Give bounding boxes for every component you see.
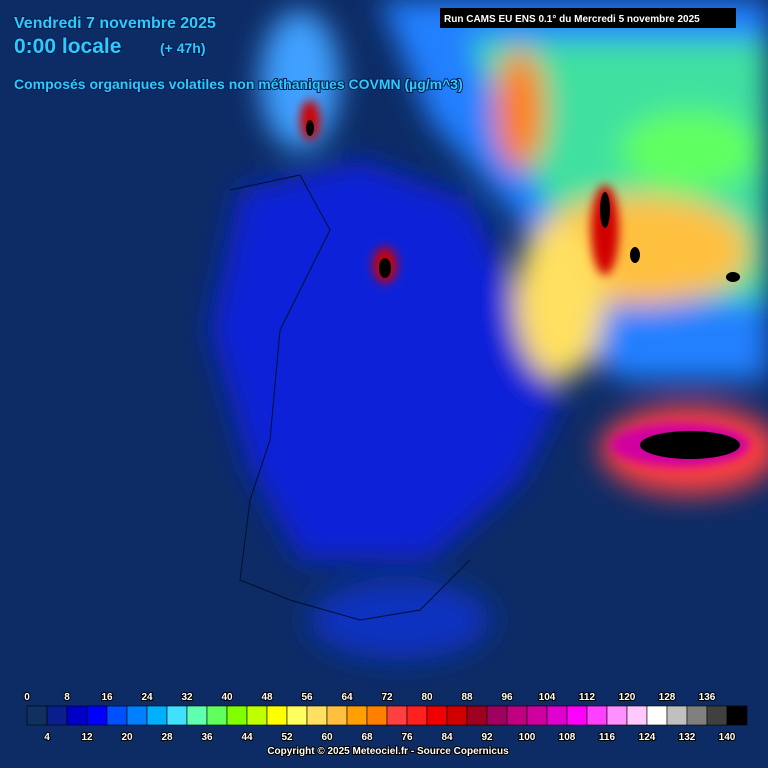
colorbar-label: 120 <box>619 692 636 703</box>
run-box <box>440 8 736 28</box>
colorbar-swatch <box>246 705 268 726</box>
colorbar-swatch <box>366 705 388 726</box>
colorbar-swatch <box>226 705 248 726</box>
colorbar-swatch <box>306 705 328 726</box>
colorbar-swatch <box>406 705 428 726</box>
colorbar-label: 132 <box>679 732 696 743</box>
colorbar-label: 24 <box>141 692 153 703</box>
colorbar-label: 12 <box>81 732 93 743</box>
colorbar-swatch <box>26 705 48 726</box>
colorbar-label: 104 <box>539 692 556 703</box>
colorbar-swatch <box>186 705 208 726</box>
colorbar-swatch <box>526 705 548 726</box>
colorbar-swatch <box>726 705 748 726</box>
colorbar-swatch <box>706 705 728 726</box>
colorbar-swatch <box>606 705 628 726</box>
colorbar-swatch <box>326 705 348 726</box>
colorbar-label: 128 <box>659 692 676 703</box>
valid-date: Vendredi 7 novembre 2025 <box>14 15 216 32</box>
colorbar-swatch <box>506 705 528 726</box>
colorbar-swatch <box>206 705 228 726</box>
colorbar-swatch <box>146 705 168 726</box>
colorbar-swatch <box>266 705 288 726</box>
colorbar-label: 108 <box>559 732 576 743</box>
colorbar-label: 84 <box>441 732 453 743</box>
colorbar-swatch <box>646 705 668 726</box>
colorbar-label: 92 <box>481 732 493 743</box>
colorbar-swatch <box>586 705 608 726</box>
colorbar-label: 112 <box>579 692 596 703</box>
colorbar-label: 8 <box>64 692 70 703</box>
colorbar-label: 0 <box>24 692 30 703</box>
colorbar-swatch <box>566 705 588 726</box>
colorbar-label: 44 <box>241 732 253 743</box>
colorbar-swatch <box>126 705 148 726</box>
colorbar-label: 116 <box>599 732 616 743</box>
colorbar-label: 4 <box>44 732 50 743</box>
colorbar-label: 136 <box>699 692 716 703</box>
colorbar-swatch <box>66 705 88 726</box>
colorbar-label: 100 <box>519 732 536 743</box>
colorbar-swatch <box>46 705 68 726</box>
colorbar-swatch <box>106 705 128 726</box>
colorbar-label: 140 <box>719 732 736 743</box>
colorbar-label: 96 <box>501 692 513 703</box>
colorbar-swatch <box>346 705 368 726</box>
colorbar-label: 124 <box>639 732 656 743</box>
colorbar-label: 16 <box>101 692 113 703</box>
colorbar-label: 80 <box>421 692 433 703</box>
colorbar-swatch <box>666 705 688 726</box>
colorbar-swatch <box>446 705 468 726</box>
colorbar-label: 60 <box>321 732 333 743</box>
colorbar-swatch <box>386 705 408 726</box>
colorbar-label: 64 <box>341 692 353 703</box>
local-time: 0:00 locale <box>14 35 121 58</box>
colorbar-label: 56 <box>301 692 313 703</box>
colorbar-label: 68 <box>361 732 373 743</box>
colorbar-label: 88 <box>461 692 473 703</box>
colorbar-swatch <box>486 705 508 726</box>
colorbar-swatch <box>426 705 448 726</box>
colorbar-swatch <box>626 705 648 726</box>
colorbar-swatch <box>686 705 708 726</box>
colorbar-swatch <box>546 705 568 726</box>
colorbar-label: 28 <box>161 732 173 743</box>
lead-time: (+ 47h) <box>160 40 206 56</box>
colorbar-swatch <box>86 705 108 726</box>
parameter: Composés organiques volatiles non méthan… <box>14 76 463 92</box>
colorbar-label: 52 <box>281 732 293 743</box>
colorbar-swatch <box>166 705 188 726</box>
colorbar-label: 36 <box>201 732 213 743</box>
colorbar-label: 76 <box>401 732 413 743</box>
colorbar-label: 20 <box>121 732 133 743</box>
colorbar-label: 48 <box>261 692 273 703</box>
colorbar-swatch <box>286 705 308 726</box>
run-info: Run CAMS EU ENS 0.1° du Mercredi 5 novem… <box>444 14 700 25</box>
copyright: Copyright © 2025 Meteociel.fr - Source C… <box>267 746 509 757</box>
colorbar-swatch <box>466 705 488 726</box>
colorbar-label: 40 <box>221 692 233 703</box>
colorbar: 0481216202428323640444852566064687276808… <box>23 691 748 744</box>
colorbar-label: 32 <box>181 692 193 703</box>
colorbar-label: 72 <box>381 692 393 703</box>
